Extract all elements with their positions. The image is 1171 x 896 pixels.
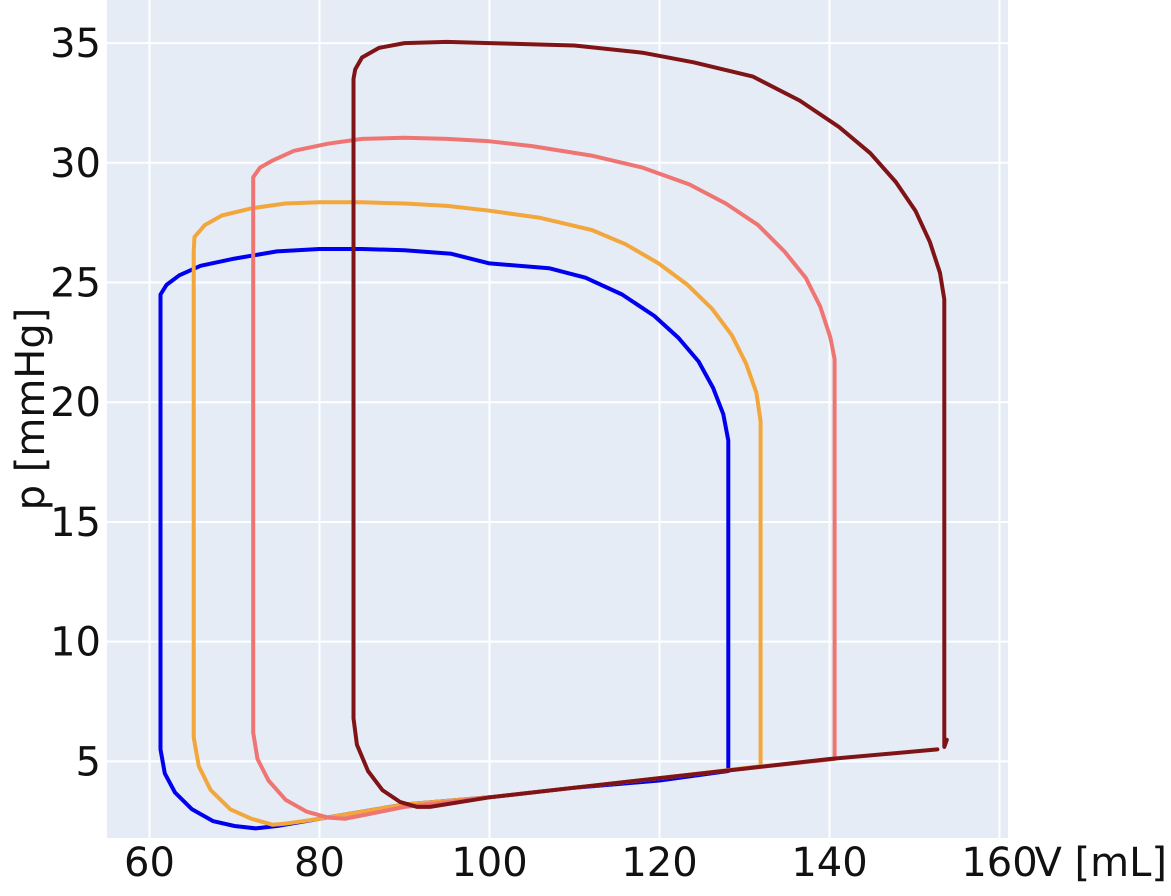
series-group [158,39,949,831]
plot-background [107,0,1008,838]
x-tick-label: 160 [961,840,1037,886]
x-axis-title: V [mL] [1034,840,1167,886]
y-tick-label: 20 [50,380,101,426]
x-tick-label: 60 [124,840,175,886]
tick-labels: 60 80 100 120 140 160 5 10 15 20 25 30 35 [50,21,1038,886]
y-tick-label: 10 [50,620,101,666]
x-tick-label: 140 [791,840,867,886]
y-axis-title: p [mmHg] [8,308,54,511]
y-tick-label: 25 [50,261,101,307]
series-line-4 [351,39,949,809]
y-tick-label: 30 [50,141,101,187]
y-tick-label: 35 [50,21,101,67]
x-tick-label: 120 [621,840,697,886]
x-tick-label: 80 [294,840,345,886]
y-tick-label: 15 [50,500,101,546]
y-tick-label: 5 [76,739,101,785]
x-tick-label: 100 [451,840,527,886]
series-line-3 [251,135,837,821]
